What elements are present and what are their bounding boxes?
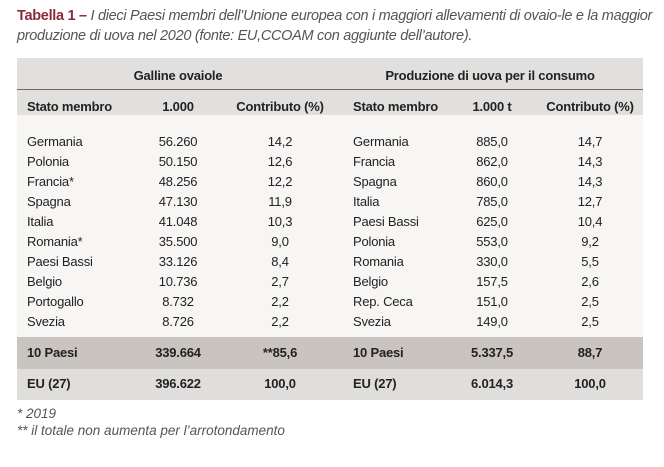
total-eu-col-2: 100,0 [264, 376, 296, 391]
table-row-6-col-0: Paesi Bassi [27, 254, 93, 269]
total-eu-col-0: EU (27) [27, 376, 71, 391]
table-row-4-col-1: 41.048 [158, 214, 198, 229]
table-row-9-col-1: 8.726 [162, 314, 194, 329]
table-row-8-col-5: 2,5 [581, 294, 599, 309]
total-10-col-1: 339.664 [155, 345, 201, 360]
table-row-3-col-4: 785,0 [476, 194, 508, 209]
table-row-6-col-2: 8,4 [271, 254, 289, 269]
table-row-9-col-5: 2,5 [581, 314, 599, 329]
table-row-0-col-3: Germania [353, 134, 409, 149]
table-row-0-col-0: Germania [27, 134, 83, 149]
column-header-col-2: Contributo (%) [236, 99, 324, 114]
column-header-col-5: Contributo (%) [546, 99, 634, 114]
table-row-4-col-5: 10,4 [577, 214, 603, 229]
table-row-5-col-4: 553,0 [476, 234, 508, 249]
total-10-col-2: **85,6 [262, 345, 298, 360]
table-caption: Tabella 1 – I dieci Paesi membri dell’Un… [17, 6, 657, 46]
table-row-1-col-3: Francia [353, 154, 395, 169]
table-row-7-col-0: Belgio [27, 274, 62, 289]
table-body [17, 115, 643, 337]
table-row-2-col-5: 14,3 [577, 174, 603, 189]
table-row-7-col-1: 10.736 [158, 274, 198, 289]
table-row-3-col-1: 47.130 [158, 194, 198, 209]
table-row-1-col-1: 50.150 [158, 154, 198, 169]
table-row-3-col-5: 12,7 [577, 194, 603, 209]
table-header [17, 58, 643, 115]
data-table: Galline ovaiole Produzione di uova per i… [17, 58, 643, 400]
table-row-9-col-4: 149,0 [476, 314, 508, 329]
table-row-4-col-0: Italia [27, 214, 54, 229]
table-row-7-col-2: 2,7 [271, 274, 289, 289]
table-row-3-col-2: 11,9 [268, 194, 292, 209]
table-row-2-col-3: Spagna [353, 174, 397, 189]
table-row-8-col-0: Portogallo [27, 294, 84, 309]
total-eu-col-1: 396.622 [155, 376, 201, 391]
header-divider [17, 89, 643, 90]
footnote-2: ** il totale non aumenta per l’arrotonda… [17, 423, 285, 438]
table-row-7-col-4: 157,5 [476, 274, 508, 289]
table-row-6-col-4: 330,0 [476, 254, 508, 269]
column-header-col-4: 1.000 t [472, 99, 512, 114]
table-row-0-col-1: 56.260 [158, 134, 198, 149]
table-row-2-col-4: 860,0 [476, 174, 508, 189]
table-row-9-col-2: 2,2 [271, 314, 289, 329]
table-row-3-col-3: Italia [353, 194, 380, 209]
column-header-col-0: Stato membro [27, 99, 113, 114]
table-row-1-col-0: Polonia [27, 154, 69, 169]
total-eu-row [17, 369, 643, 400]
group-header-produzione: Produzione di uova per il consumo [385, 68, 595, 83]
table-row-9-col-0: Svezia [27, 314, 65, 329]
table-row-5-col-3: Polonia [353, 234, 395, 249]
table-row-8-col-1: 8.732 [162, 294, 194, 309]
table-row-1-col-2: 12,6 [267, 154, 293, 169]
caption-text: I dieci Paesi membri dell’Unione europea… [17, 8, 653, 44]
table-row-2-col-0: Francia* [27, 174, 74, 189]
total-10-col-3: 10 Paesi [353, 345, 404, 360]
table-row-7-col-5: 2,6 [581, 274, 599, 289]
total-10-col-0: 10 Paesi [27, 345, 78, 360]
table-row-2-col-1: 48.256 [158, 174, 198, 189]
total-eu-col-3: EU (27) [353, 376, 397, 391]
table-row-0-col-2: 14,2 [267, 134, 293, 149]
total-10-col-5: 88,7 [577, 345, 603, 360]
total-eu-col-4: 6.014,3 [471, 376, 513, 391]
table-row-2-col-2: 12,2 [267, 174, 293, 189]
table-row-5-col-2: 9,0 [271, 234, 289, 249]
group-header-galline: Galline ovaiole [133, 68, 223, 83]
total-10-row [17, 337, 643, 369]
table-row-4-col-3: Paesi Bassi [353, 214, 419, 229]
table-row-1-col-4: 862,0 [476, 154, 508, 169]
table-row-4-col-4: 625,0 [476, 214, 508, 229]
table-row-8-col-2: 2,2 [271, 294, 289, 309]
table-row-6-col-3: Romania [353, 254, 404, 269]
table-row-5-col-0: Romania* [27, 234, 83, 249]
table-row-8-col-3: Rep. Ceca [353, 294, 413, 309]
table-row-4-col-2: 10,3 [267, 214, 293, 229]
column-header-col-3: Stato membro [353, 99, 439, 114]
table-row-1-col-5: 14,3 [577, 154, 603, 169]
table-row-5-col-5: 9,2 [581, 234, 599, 249]
table-row-7-col-3: Belgio [353, 274, 388, 289]
total-10-col-4: 5.337,5 [471, 345, 513, 360]
table-row-5-col-1: 35.500 [158, 234, 198, 249]
table-row-3-col-0: Spagna [27, 194, 71, 209]
table-row-6-col-5: 5,5 [581, 254, 599, 269]
table-row-9-col-3: Svezia [353, 314, 391, 329]
table-row-8-col-4: 151,0 [476, 294, 508, 309]
column-header-col-1: 1.000 [162, 99, 194, 114]
footnote-1: * 2019 [17, 406, 57, 421]
table-row-0-col-4: 885,0 [476, 134, 508, 149]
table-row-6-col-1: 33.126 [158, 254, 198, 269]
table-row-0-col-5: 14,7 [577, 134, 603, 149]
caption-label: Tabella 1 – [17, 8, 87, 24]
total-eu-col-5: 100,0 [574, 376, 606, 391]
